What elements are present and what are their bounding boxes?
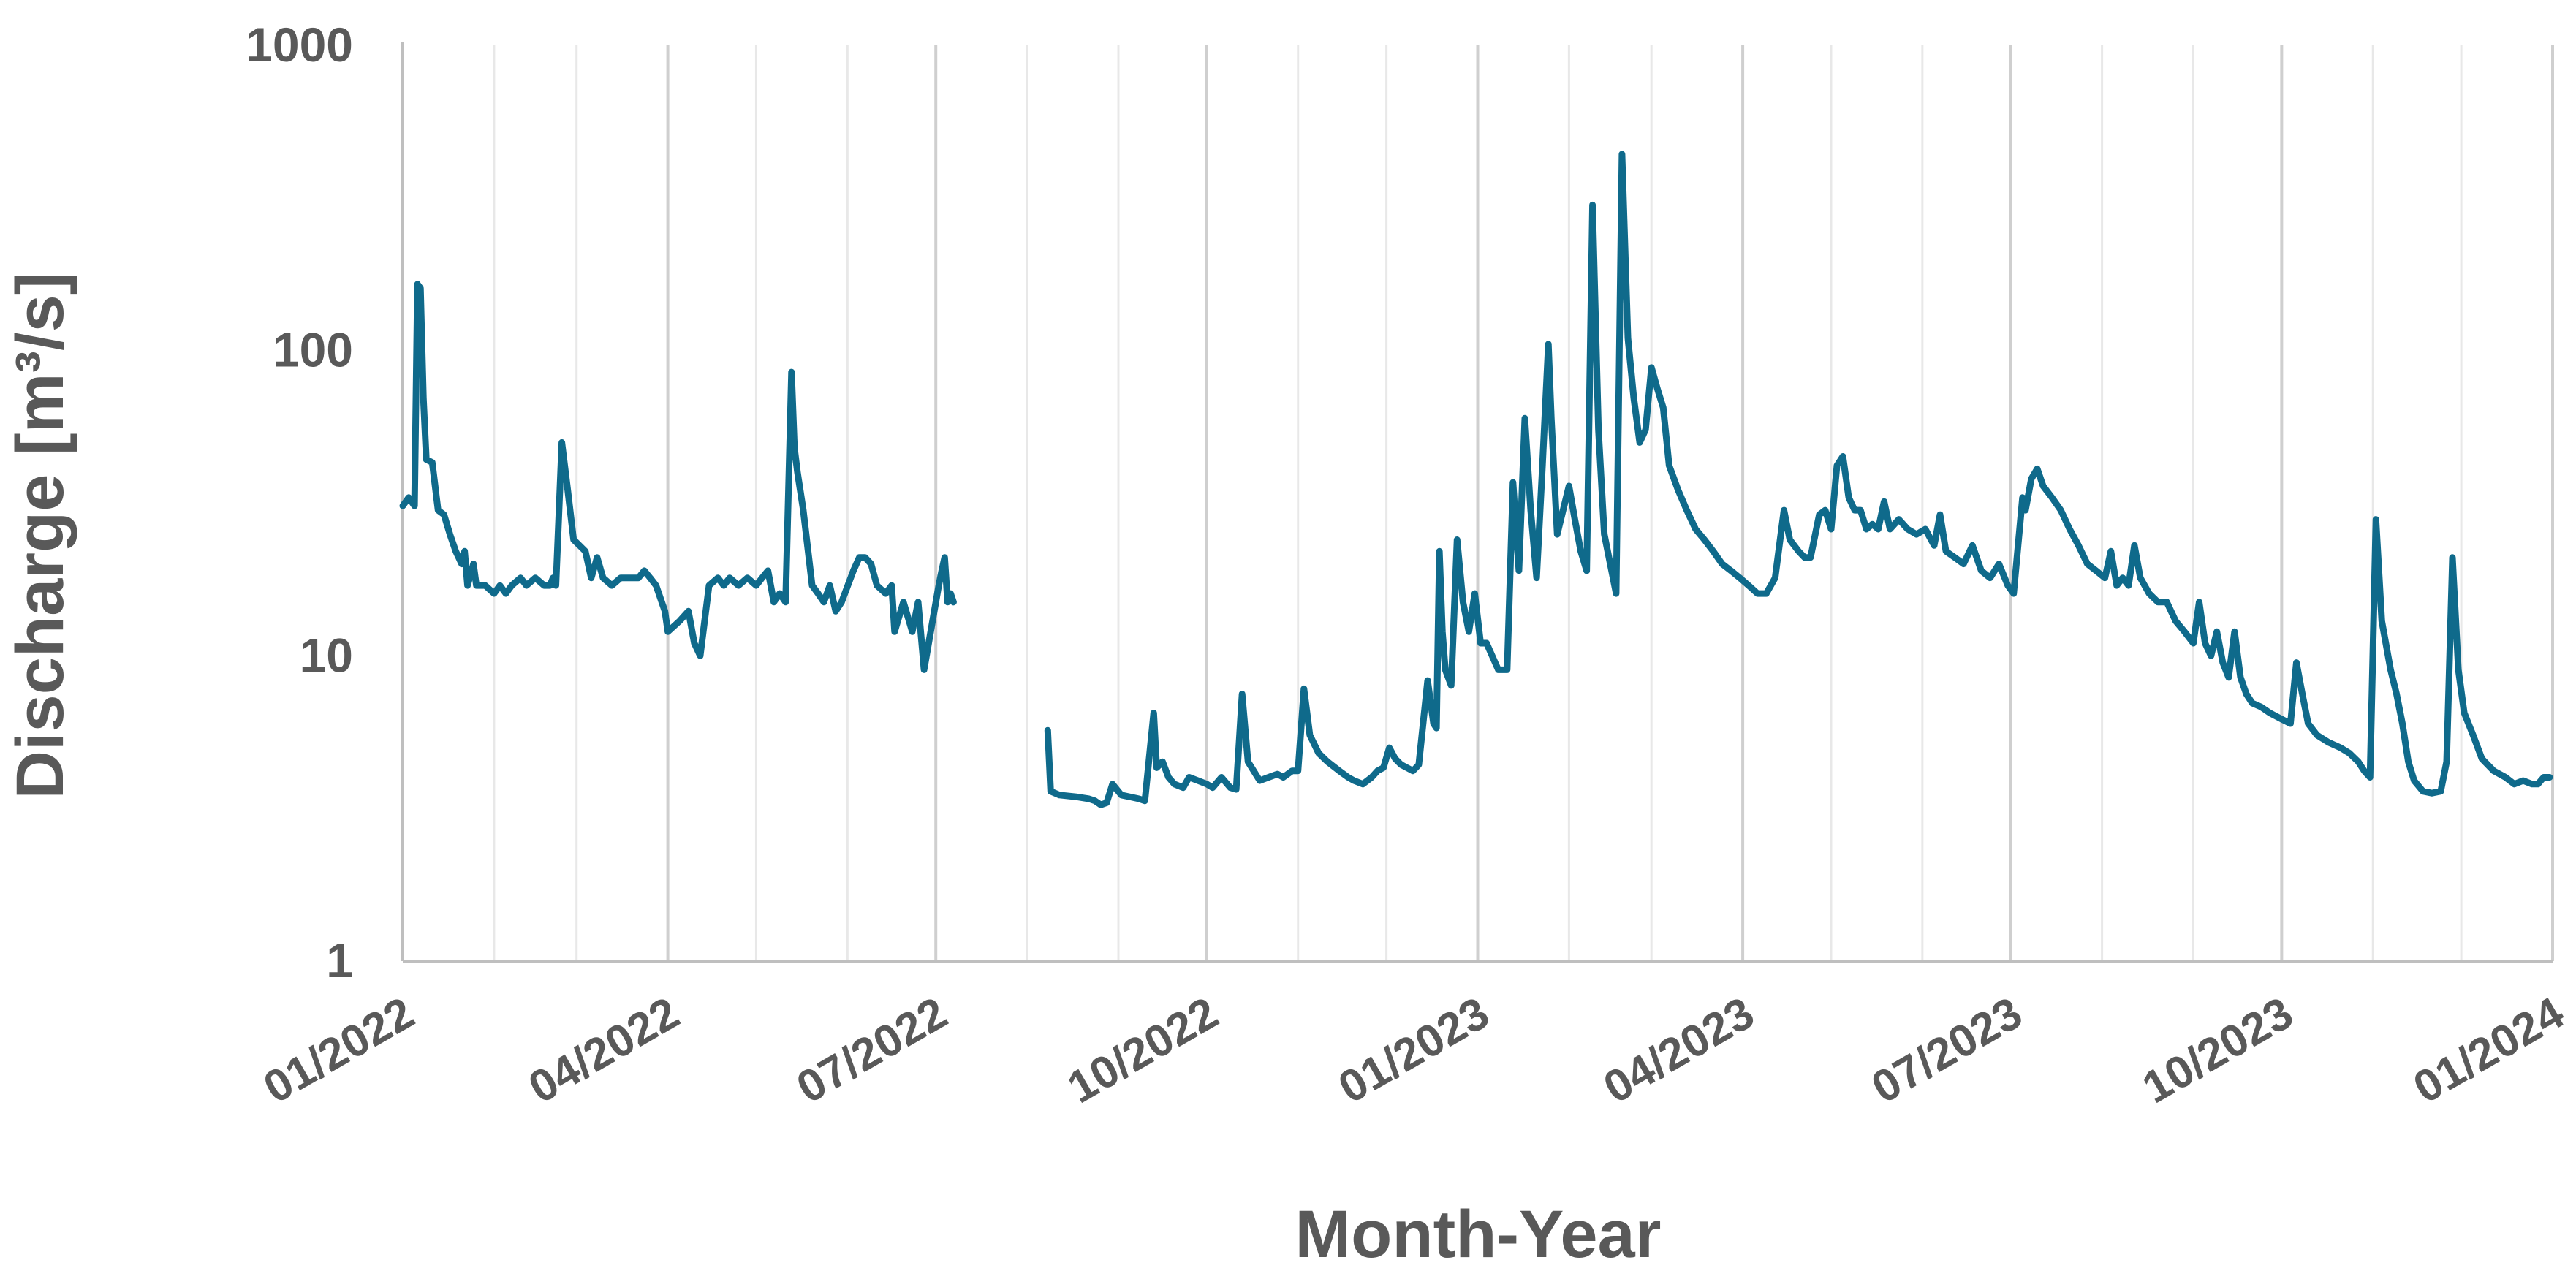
x-tick-label: 04/2022 bbox=[520, 987, 688, 1113]
x-axis-title: Month-Year bbox=[1295, 1197, 1662, 1272]
discharge-line-segment bbox=[1044, 151, 2553, 808]
x-tick-label: 01/2024 bbox=[2405, 987, 2572, 1113]
discharge-line-segment bbox=[399, 281, 957, 673]
y-tick-label: 10 bbox=[300, 628, 353, 682]
y-axis-title: Discharge [m³/s] bbox=[3, 273, 77, 800]
x-tick-label: 01/2022 bbox=[255, 987, 423, 1113]
y-tick-label: 100 bbox=[273, 323, 353, 377]
x-tick-label: 04/2023 bbox=[1595, 987, 1762, 1113]
x-tick-labels: 01/2022 04/2022 07/2022 10/2022 01/2023 04/20… bbox=[255, 987, 2572, 1113]
x-tick-label: 07/2022 bbox=[789, 987, 956, 1113]
series-layer bbox=[399, 151, 2553, 808]
y-tick-labels: 1 10 100 1000 bbox=[246, 18, 353, 987]
y-tick-label: 1 bbox=[326, 933, 353, 987]
x-tick-label: 01/2023 bbox=[1330, 987, 1498, 1113]
x-tick-label: 10/2023 bbox=[2134, 987, 2302, 1113]
x-tick-label: 07/2023 bbox=[1863, 987, 2031, 1113]
y-tick-label: 1000 bbox=[246, 18, 353, 72]
x-tick-label: 10/2022 bbox=[1059, 987, 1227, 1113]
